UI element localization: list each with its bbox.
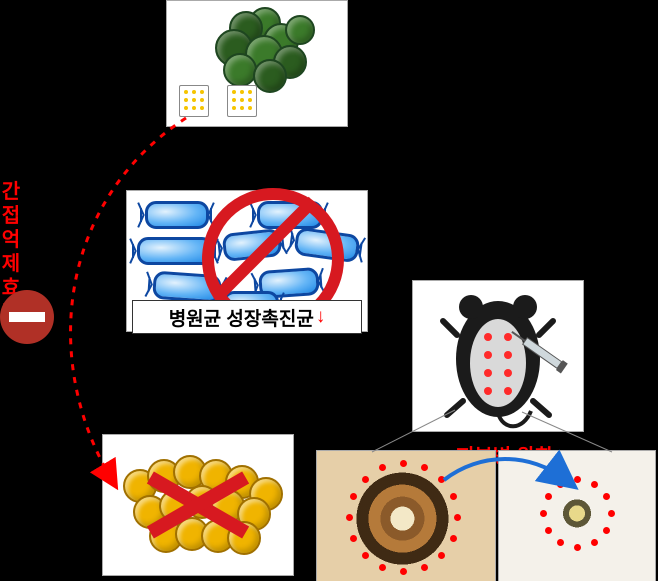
- pathogen-caption: 병원균 성장촉진균 ↓: [132, 300, 362, 334]
- annotation-dot: [574, 544, 581, 551]
- no-entry-icon: [0, 290, 54, 344]
- annotation-dot: [421, 564, 428, 571]
- annotation-dot: [450, 493, 457, 500]
- annotation-dot: [603, 527, 610, 534]
- annotation-dot: [591, 539, 598, 546]
- side-label-char: 제: [0, 252, 22, 276]
- bacterium-icon: [145, 201, 209, 229]
- green-cell-icon: [285, 15, 315, 45]
- annotation-dot: [545, 527, 552, 534]
- annotation-dot: [346, 514, 353, 521]
- annotation-dot: [400, 460, 407, 467]
- diagram-stage: 병원균 성장촉진균 ↓ 간접억제효과 피부병 완화: [0, 0, 658, 581]
- wound-before-photo: [316, 450, 496, 581]
- annotation-dot: [438, 476, 445, 483]
- annotation-dot: [557, 539, 564, 546]
- annotation-dot: [362, 552, 369, 559]
- no-entry-bar: [9, 312, 45, 322]
- antimicrobial-box-icon: [227, 85, 257, 117]
- annotation-dot: [557, 481, 564, 488]
- annotation-dot: [400, 568, 407, 575]
- annotation-dot: [421, 464, 428, 471]
- side-label-char: 간: [0, 180, 22, 204]
- mouse-model-panel: [412, 280, 584, 432]
- wound-after-photo: [498, 450, 656, 581]
- annotation-dot: [350, 493, 357, 500]
- mouse-icon: [413, 281, 583, 431]
- annotation-dot: [454, 514, 461, 521]
- annotation-dot: [379, 564, 386, 571]
- annotation-dot: [450, 535, 457, 542]
- annotation-dot: [438, 552, 445, 559]
- red-x-icon: [143, 498, 253, 512]
- side-label-char: 접: [0, 204, 22, 228]
- green-cell-icon: [253, 59, 287, 93]
- annotation-dot: [362, 476, 369, 483]
- annotation-dot: [608, 510, 615, 517]
- pathogen-cluster-panel: [102, 434, 294, 576]
- annotation-dot: [591, 481, 598, 488]
- annotation-dot: [574, 476, 581, 483]
- annotation-dot: [545, 493, 552, 500]
- down-arrow-icon: ↓: [316, 306, 326, 328]
- pathogen-caption-text: 병원균 성장촉진균: [169, 304, 314, 331]
- antimicrobial-box-icon: [179, 85, 209, 117]
- annotation-dot: [350, 535, 357, 542]
- probiotic-cluster-panel: [166, 0, 348, 127]
- annotation-dot: [540, 510, 547, 517]
- green-cell-icon: [223, 53, 257, 87]
- annotation-dot: [603, 493, 610, 500]
- side-label-char: 억: [0, 228, 22, 252]
- annotation-dot: [379, 464, 386, 471]
